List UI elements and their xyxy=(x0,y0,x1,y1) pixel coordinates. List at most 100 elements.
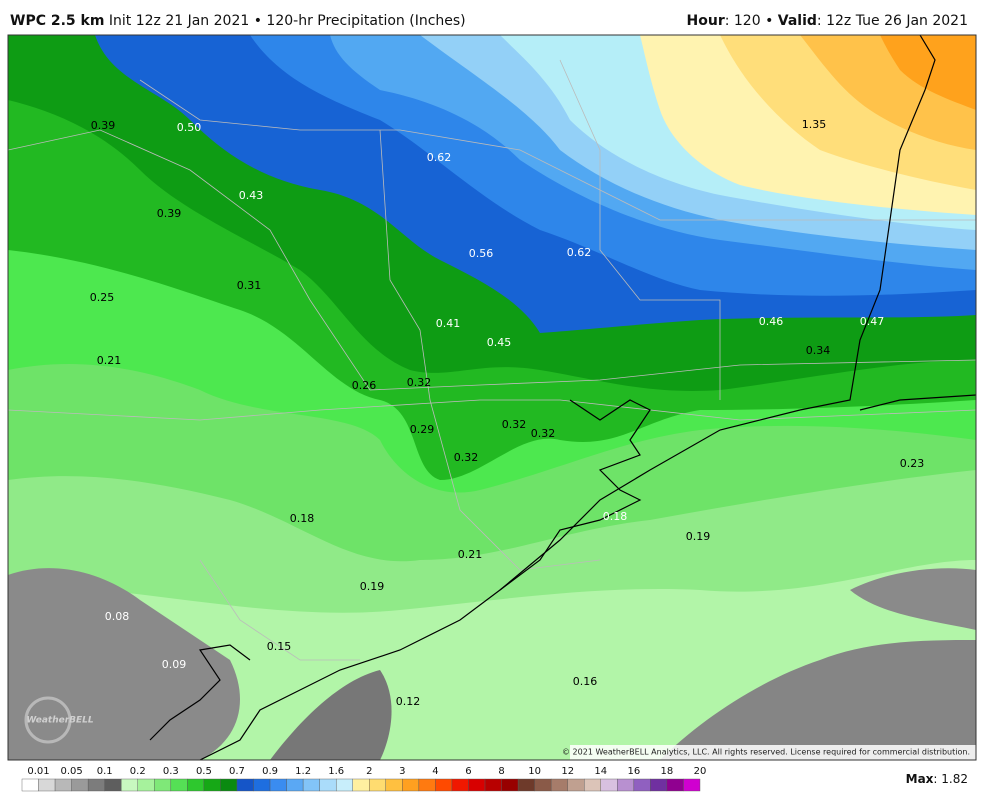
colorbar-swatch xyxy=(402,778,420,792)
colorbar-swatch xyxy=(666,778,684,792)
colorbar: 0.01 0.05 0.1 0.2 0.3 0.5 0.7 0.9 1.2 1.6 2 3 4 6 8 10 1… xyxy=(21,766,707,792)
value-label: 0.32 xyxy=(454,451,479,464)
value-label: 0.31 xyxy=(237,279,262,292)
hour-key: Hour xyxy=(687,13,725,29)
colorbar-swatch xyxy=(418,778,436,792)
value-label: 0.09 xyxy=(162,658,187,671)
value-label: 0.50 xyxy=(177,121,202,134)
value-label: 0.32 xyxy=(407,376,432,389)
value-label: 0.29 xyxy=(410,423,435,436)
colorbar-label: 1.2 xyxy=(295,766,311,777)
value-label: 0.16 xyxy=(573,675,598,688)
title-right: Hour: 120 • Valid: 12z Tue 26 Jan 2021 xyxy=(687,13,968,29)
value-label: 0.19 xyxy=(360,580,385,593)
colorbar-swatch xyxy=(154,778,172,792)
valid-key: Valid xyxy=(778,13,817,29)
colorbar-swatch xyxy=(584,778,601,792)
value-label: 0.39 xyxy=(157,207,182,220)
colorbar-label: 18 xyxy=(661,766,674,777)
logo: WeatherBELL xyxy=(24,696,94,744)
colorbar-label: 16 xyxy=(627,766,640,777)
field xyxy=(880,35,976,110)
colorbar-swatch xyxy=(253,778,271,792)
colorbar-label: 12 xyxy=(561,766,574,777)
colorbar-swatch xyxy=(484,778,502,792)
colorbar-swatch xyxy=(286,778,304,792)
colorbar-swatch xyxy=(550,778,568,792)
max-label: Max: 1.82 xyxy=(906,772,968,786)
colorbar-label: 0.9 xyxy=(262,766,278,777)
colorbar-swatch xyxy=(567,778,585,792)
value-label: 0.41 xyxy=(436,317,461,330)
colorbar-swatch xyxy=(87,778,105,792)
colorbar-label: 8 xyxy=(498,766,504,777)
value-label: 0.39 xyxy=(91,119,116,132)
colorbar-swatch xyxy=(38,778,56,792)
colorbar-swatch xyxy=(369,778,387,792)
value-label: 0.21 xyxy=(97,354,122,367)
value-label: 0.12 xyxy=(396,695,421,708)
max-key: Max xyxy=(906,772,934,786)
county-lines xyxy=(8,59,976,661)
dry-area xyxy=(270,670,392,760)
value-label: 0.46 xyxy=(759,315,784,328)
coastline xyxy=(149,35,976,760)
colorbar-label: 0.3 xyxy=(163,766,179,777)
value-label: 0.19 xyxy=(686,530,711,543)
value-label: 0.18 xyxy=(603,510,628,523)
colorbar-label: 14 xyxy=(594,766,607,777)
value-label: 0.15 xyxy=(267,640,292,653)
dry-area xyxy=(660,640,976,760)
colorbar-swatch xyxy=(352,778,370,792)
colorbar-swatch xyxy=(385,778,403,792)
colorbar-label: 0.1 xyxy=(97,766,113,777)
colorbar-swatch xyxy=(335,778,353,792)
colorbar-swatch xyxy=(617,778,635,792)
colorbar-swatch xyxy=(451,778,469,792)
valid-value: : 12z Tue 26 Jan 2021 xyxy=(817,13,968,29)
colorbar-label: 0.05 xyxy=(60,766,82,777)
copyright-bg xyxy=(570,745,976,760)
value-label: 0.23 xyxy=(900,457,925,470)
colorbar-swatch xyxy=(269,778,287,792)
max-value: : 1.82 xyxy=(933,772,968,786)
map-border xyxy=(7,34,977,761)
value-label: 0.47 xyxy=(860,315,885,328)
dry-area xyxy=(850,568,976,630)
value-label: 0.21 xyxy=(458,548,483,561)
colorbar-swatch xyxy=(633,778,651,792)
colorbar-swatch xyxy=(121,778,138,792)
colorbar-label: 20 xyxy=(694,766,707,777)
colorbar-swatch xyxy=(600,778,618,792)
colorbar-swatch xyxy=(220,778,238,792)
colorbar-swatch xyxy=(71,778,89,792)
colorbar-label: 4 xyxy=(432,766,438,777)
value-label: 0.32 xyxy=(531,427,556,440)
value-label: 1.35 xyxy=(802,118,827,131)
value-label: 0.56 xyxy=(469,247,494,260)
value-label: 0.45 xyxy=(487,336,512,349)
colorbar-swatch xyxy=(302,778,320,792)
colorbar-label: 1.6 xyxy=(328,766,344,777)
colorbar-swatch xyxy=(236,778,254,792)
colorbar-swatch xyxy=(203,778,221,792)
colorbar-label: 0.5 xyxy=(196,766,212,777)
colorbar-label: 0.2 xyxy=(130,766,146,777)
colorbar-swatch xyxy=(170,778,188,792)
colorbar-swatch xyxy=(104,778,122,792)
value-labels: 0.39 0.50 0.62 1.35 0.43 0.39 0.56 0.62 0.25 0.31… xyxy=(90,118,925,708)
colorbar-swatch xyxy=(517,778,535,792)
value-label: 0.26 xyxy=(352,379,377,392)
colorbar-swatch xyxy=(468,778,486,792)
colorbar-swatch xyxy=(319,778,337,792)
colorbar-swatch xyxy=(683,778,701,792)
colorbar-label: 0.7 xyxy=(229,766,245,777)
colorbar-swatch xyxy=(435,778,453,792)
hour-value: : 120 • xyxy=(725,13,778,29)
colorbar-label: 2 xyxy=(366,766,372,777)
colorbar-swatch xyxy=(137,778,155,792)
value-label: 0.62 xyxy=(427,151,452,164)
title-left: WPC 2.5 km Init 12z 21 Jan 2021 • 120-hr… xyxy=(10,13,466,29)
colorbar-swatch xyxy=(501,778,519,792)
colorbar-label: 0.01 xyxy=(27,766,49,777)
